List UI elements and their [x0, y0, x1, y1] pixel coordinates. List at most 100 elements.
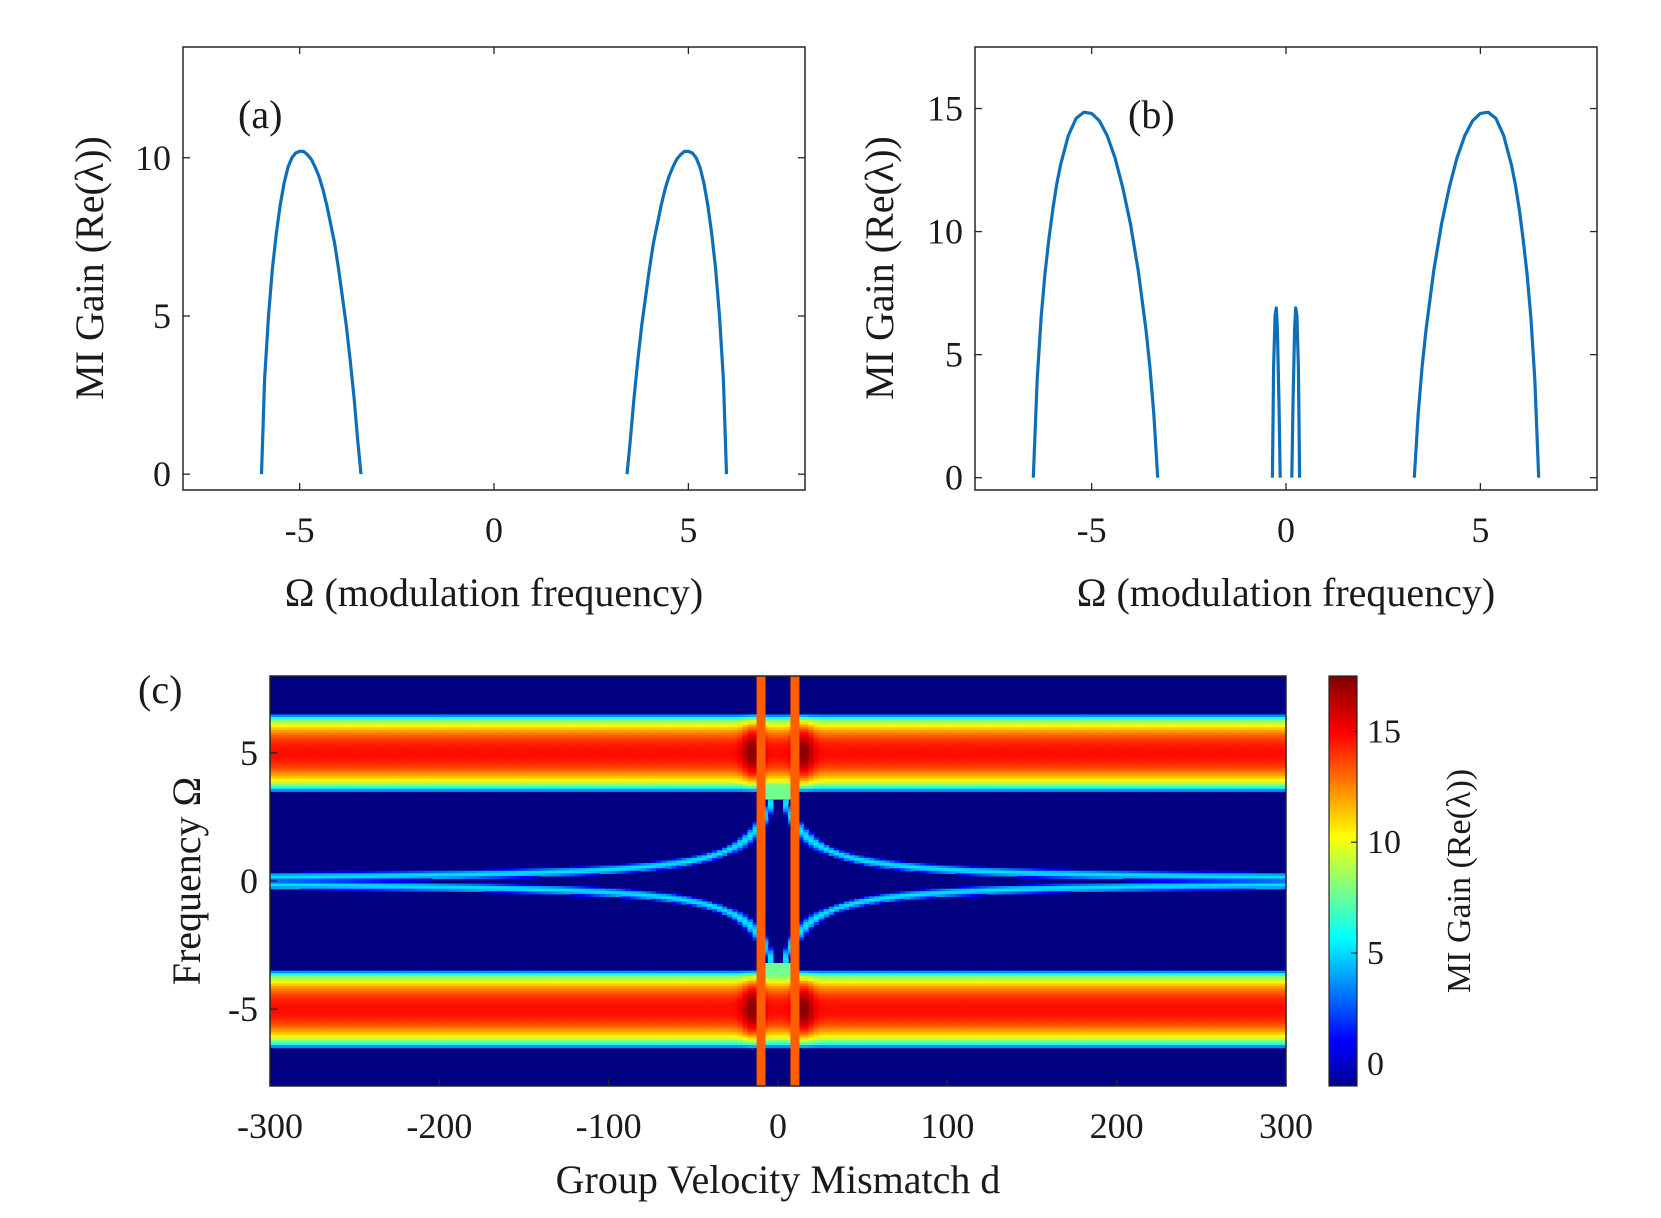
- heatmap-cell: [290, 760, 296, 764]
- heatmap-cell: [534, 788, 540, 792]
- heatmap-cell: [325, 1034, 332, 1038]
- heatmap-cell: [574, 732, 581, 736]
- heatmap-cell: [503, 1027, 510, 1031]
- heatmap-cell: [508, 740, 515, 744]
- heatmap-cell: [534, 1037, 540, 1041]
- heatmap-cell: [549, 742, 556, 746]
- heatmap-cell: [386, 888, 393, 892]
- heatmap-cell: [432, 714, 439, 718]
- heatmap-cell: [534, 1039, 540, 1044]
- heatmap-cell: [442, 742, 449, 746]
- heatmap-cell: [630, 742, 637, 746]
- heatmap-cell: [468, 870, 474, 874]
- heatmap-cell: [478, 870, 484, 874]
- heatmap-cell: [508, 988, 515, 992]
- heatmap-cell: [407, 760, 413, 764]
- heatmap-cell: [280, 1006, 286, 1010]
- heatmap-cell: [437, 752, 444, 757]
- heatmap-cell: [285, 717, 291, 721]
- heatmap-cell: [493, 750, 500, 754]
- heatmap-cell: [417, 983, 423, 987]
- heatmap-cell: [615, 888, 622, 892]
- heatmap-cell: [280, 740, 286, 744]
- heatmap-cell: [508, 1009, 515, 1013]
- heatmap-cell: [351, 1042, 357, 1046]
- heatmap-cell: [605, 773, 611, 777]
- heatmap-cell: [478, 719, 484, 723]
- heatmap-cell: [524, 1027, 530, 1031]
- heatmap-cell: [417, 714, 423, 718]
- heatmap-cell: [615, 765, 622, 769]
- heatmap-cell: [463, 1004, 469, 1008]
- heatmap-cell: [640, 765, 647, 769]
- heatmap-cell: [376, 870, 383, 874]
- heatmap-cell: [437, 970, 444, 974]
- heatmap-cell: [513, 998, 520, 1003]
- heatmap-cell: [493, 719, 500, 723]
- heatmap-cell: [473, 765, 479, 769]
- heatmap-cell: [270, 770, 276, 774]
- heatmap-cell: [341, 1014, 347, 1018]
- heatmap-cell: [524, 980, 530, 985]
- heatmap-cell: [468, 724, 474, 728]
- heatmap-cell: [468, 1016, 474, 1020]
- heatmap-cell: [351, 993, 357, 997]
- heatmap-cell: [280, 737, 286, 741]
- heatmap-cell: [305, 740, 312, 744]
- heatmap-cell: [356, 722, 363, 726]
- heatmap-cell: [295, 1024, 302, 1028]
- heatmap-cell: [498, 1009, 505, 1013]
- heatmap-cell: [605, 998, 611, 1003]
- heatmap-cell: [320, 983, 327, 987]
- heatmap-cell: [341, 778, 347, 782]
- heatmap-cell: [315, 975, 322, 979]
- heatmap-cell: [386, 1042, 393, 1046]
- heatmap-cell: [513, 886, 520, 890]
- heatmap-cell: [376, 724, 383, 728]
- heatmap-cell: [483, 781, 490, 785]
- heatmap-cell: [427, 727, 434, 731]
- heatmap-cell: [442, 1024, 449, 1028]
- heatmap-cell: [397, 788, 403, 792]
- heatmap-cell: [493, 888, 500, 892]
- heatmap-cell: [518, 745, 525, 749]
- heatmap-cell: [447, 752, 454, 757]
- heatmap-cell: [452, 732, 459, 736]
- heatmap-cell: [564, 768, 571, 772]
- heatmap-cell: [295, 975, 302, 979]
- heatmap-cell: [295, 883, 302, 887]
- heatmap-cell: [508, 768, 515, 772]
- heatmap-cell: [488, 729, 495, 733]
- heatmap-cell: [356, 742, 363, 746]
- heatmap-cell: [336, 1045, 342, 1049]
- heatmap-cell: [564, 1039, 571, 1044]
- heatmap-cell: [539, 1024, 545, 1028]
- heatmap-cell: [397, 758, 403, 762]
- heatmap-cell: [493, 781, 500, 785]
- heatmap-cell: [325, 870, 332, 874]
- heatmap-cell: [529, 1011, 535, 1015]
- heatmap-cell: [351, 745, 357, 749]
- heatmap-cell: [275, 727, 281, 731]
- heatmap-cell: [361, 714, 368, 718]
- heatmap-cell: [549, 765, 556, 769]
- panel-b-series-line-2: [1290, 306, 1302, 478]
- heatmap-cell: [564, 765, 571, 769]
- heatmap-cell: [595, 1004, 601, 1008]
- heatmap-cell: [579, 975, 586, 979]
- heatmap-cell: [300, 752, 307, 757]
- heatmap-cell: [564, 996, 571, 1000]
- heatmap-cell: [544, 1004, 550, 1008]
- heatmap-cell: [275, 1019, 281, 1023]
- heatmap-cell: [275, 1001, 281, 1005]
- heatmap-cell: [635, 763, 642, 767]
- heatmap-cell: [361, 988, 368, 992]
- heatmap-cell: [330, 768, 337, 772]
- heatmap-cell: [473, 745, 479, 749]
- heatmap-cell: [579, 719, 586, 723]
- heatmap-cell: [584, 763, 591, 767]
- heatmap-cell: [300, 1024, 307, 1028]
- heatmap-cell: [402, 873, 408, 877]
- heatmap-cell: [310, 870, 317, 874]
- heatmap-cell: [351, 1045, 357, 1049]
